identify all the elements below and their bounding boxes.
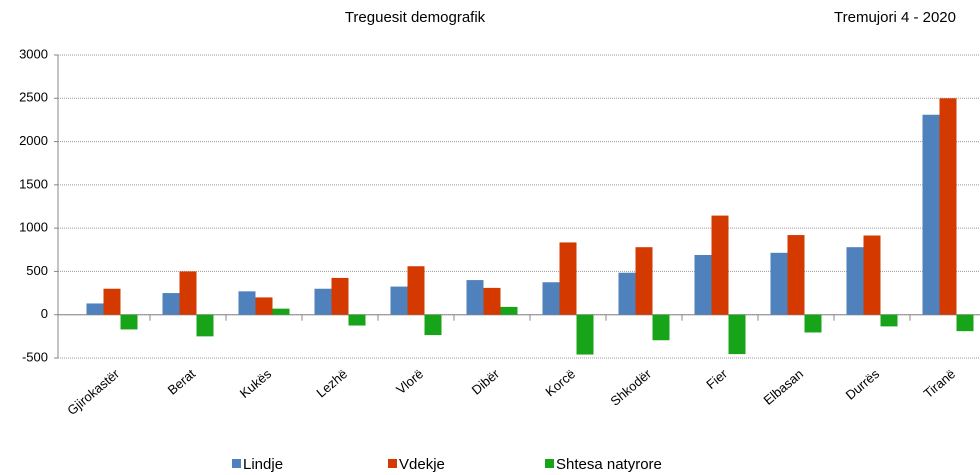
bar bbox=[179, 271, 197, 315]
x-tick-label: Kukës bbox=[237, 366, 275, 401]
bar bbox=[238, 291, 256, 315]
bar bbox=[86, 303, 104, 315]
bar bbox=[711, 215, 729, 315]
bar bbox=[331, 277, 349, 315]
bar bbox=[407, 266, 425, 315]
bar bbox=[314, 288, 332, 315]
y-tick-label: -500 bbox=[22, 349, 48, 364]
y-tick-label: 1500 bbox=[19, 176, 48, 191]
y-tick-label: 2500 bbox=[19, 90, 48, 105]
bar bbox=[466, 280, 484, 315]
x-tick-label: Fier bbox=[703, 366, 730, 392]
bar bbox=[196, 314, 214, 337]
bar bbox=[576, 314, 594, 355]
bar bbox=[424, 314, 442, 336]
x-tick-label: Berat bbox=[165, 366, 199, 398]
bar bbox=[120, 314, 138, 330]
x-tick-label: Elbasan bbox=[761, 366, 807, 408]
y-tick-label: 3000 bbox=[19, 46, 48, 61]
y-tick-label: 500 bbox=[26, 263, 48, 278]
bar bbox=[694, 254, 712, 315]
chart-subtitle: Tremujori 4 - 2020 bbox=[834, 9, 956, 26]
bar bbox=[652, 314, 670, 341]
y-tick-label: 2000 bbox=[19, 133, 48, 148]
bar bbox=[635, 247, 653, 315]
bar bbox=[922, 114, 940, 315]
bar bbox=[390, 286, 408, 315]
legend-label: Vdekje bbox=[399, 456, 445, 473]
bar bbox=[770, 252, 788, 315]
x-tick-label: Gjirokastër bbox=[64, 366, 122, 418]
bar bbox=[787, 235, 805, 315]
x-tick-label: Lezhë bbox=[313, 366, 350, 400]
bar bbox=[880, 314, 898, 327]
bar bbox=[348, 314, 366, 326]
chart-title: Treguesit demografik bbox=[345, 9, 486, 26]
legend-swatch bbox=[388, 459, 397, 468]
bar bbox=[804, 314, 822, 333]
legend-swatch bbox=[545, 459, 554, 468]
bar bbox=[863, 235, 881, 315]
bar bbox=[255, 297, 273, 315]
bar bbox=[272, 308, 290, 315]
bar bbox=[103, 288, 121, 315]
x-tick-label: Durrës bbox=[843, 366, 883, 403]
bar bbox=[162, 293, 180, 315]
x-tick-label: Shkodër bbox=[607, 366, 654, 409]
bar bbox=[956, 314, 974, 332]
bar bbox=[846, 247, 864, 315]
bar bbox=[542, 282, 560, 315]
legend-label: Shtesa natyrore bbox=[556, 456, 662, 473]
x-tick-label: Tiranë bbox=[921, 366, 959, 401]
bar bbox=[728, 314, 746, 355]
legend-label: Lindje bbox=[243, 456, 283, 473]
y-tick-label: 1000 bbox=[19, 220, 48, 235]
bar bbox=[500, 306, 518, 315]
bar bbox=[618, 272, 636, 315]
bar bbox=[939, 98, 957, 315]
x-tick-label: Dibër bbox=[469, 366, 503, 398]
x-tick-label: Vlorë bbox=[393, 366, 426, 397]
x-tick-label: Korcë bbox=[542, 366, 578, 399]
bar bbox=[483, 287, 501, 315]
bar bbox=[559, 242, 577, 315]
legend-swatch bbox=[232, 459, 241, 468]
y-tick-label: 0 bbox=[41, 306, 48, 321]
